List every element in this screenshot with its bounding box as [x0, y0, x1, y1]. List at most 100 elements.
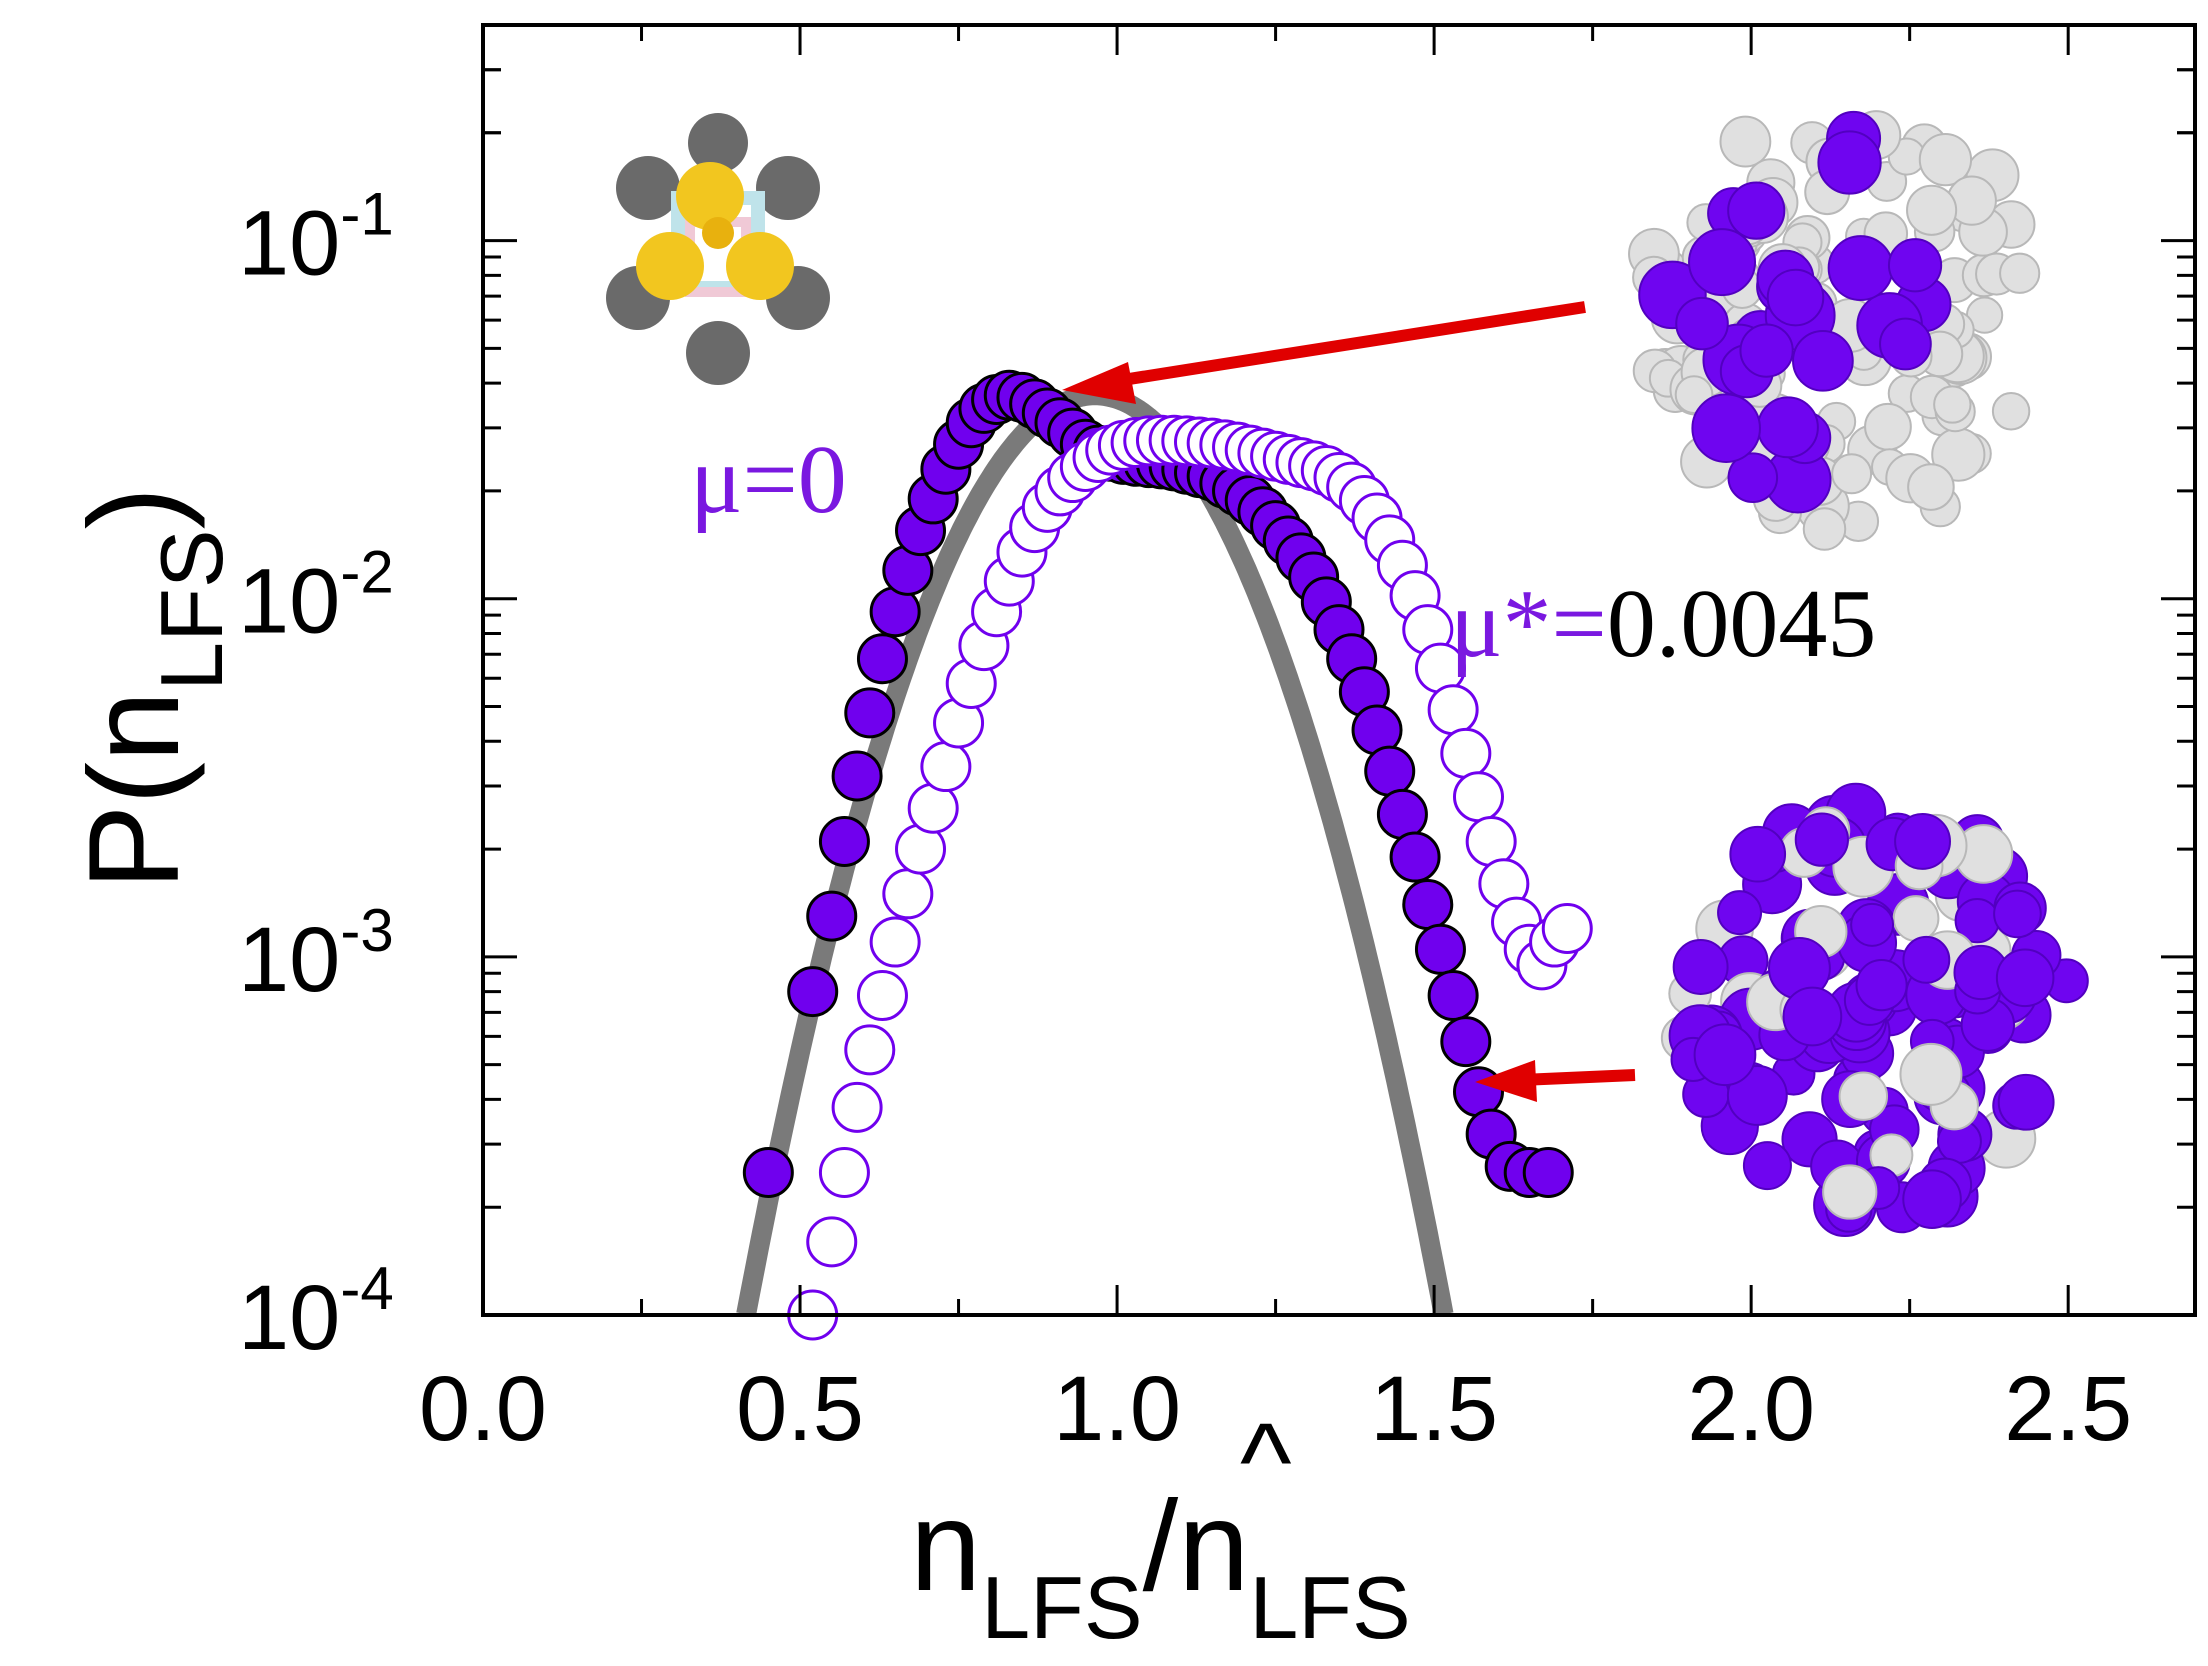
- gray-atom: [1838, 1071, 1889, 1121]
- x-tick-label: 1.0: [1053, 1358, 1181, 1460]
- yellow-atom: [702, 217, 734, 249]
- filled-data-point: [806, 890, 858, 942]
- open-data-point: [831, 1081, 883, 1133]
- y-tick-base: 10: [238, 551, 340, 653]
- gray-atom: [688, 113, 748, 173]
- mu-star-prefix: μ*=: [1450, 570, 1607, 678]
- filled-data-point: [742, 1146, 794, 1198]
- arrow-head-bottom: [1475, 1060, 1537, 1102]
- filled-data-point: [1522, 1146, 1574, 1198]
- purple-atom: [1887, 238, 1943, 293]
- open-data-point: [1541, 903, 1593, 955]
- purple-atom: [1894, 812, 1951, 870]
- purple-atom: [1693, 1023, 1757, 1087]
- x-axis-title-slash: /: [1143, 1475, 1179, 1618]
- purple-atom: [1756, 396, 1819, 459]
- gray-atom: [1831, 453, 1873, 495]
- cluster-molecule-inset: [606, 113, 836, 385]
- purple-atom: [1717, 890, 1763, 936]
- y-tick-base: 10: [238, 909, 340, 1011]
- cluster-inset-bottom: [1660, 782, 2089, 1238]
- x-tick-label: 2.0: [1687, 1358, 1815, 1460]
- open-data-point: [856, 970, 908, 1022]
- x-tick-label: 1.5: [1370, 1358, 1498, 1460]
- filled-data-point: [1440, 1016, 1492, 1068]
- y-tick-labels: 10-110-210-310-4: [238, 181, 394, 1369]
- purple-atom: [1902, 935, 1951, 984]
- gray-atom: [1864, 402, 1912, 451]
- y-axis-title-sub: LFS: [142, 529, 241, 690]
- filled-data-point: [844, 687, 896, 739]
- y-tick-base: 10: [238, 1267, 340, 1369]
- y-axis-title-main: P(n: [63, 691, 206, 890]
- y-tick-exponent: -2: [340, 539, 393, 606]
- gray-atom: [1999, 252, 2041, 294]
- open-data-point: [1440, 727, 1492, 779]
- filled-data-point: [1414, 923, 1466, 975]
- y-tick-label: 10-3: [238, 897, 394, 1011]
- purple-atom: [1902, 1169, 1962, 1229]
- x-tick-label: 0.5: [736, 1358, 864, 1460]
- mu-star-value: 0.0045: [1607, 570, 1877, 678]
- open-data-point: [806, 1216, 858, 1268]
- yellow-atom: [676, 162, 744, 230]
- open-series-layer: [787, 414, 1593, 1341]
- purple-atom: [1739, 323, 1794, 378]
- gray-atom: [1991, 392, 2031, 431]
- gray-atom: [1899, 1042, 1963, 1106]
- gray-atom: [1822, 1164, 1878, 1220]
- filled-data-point: [1364, 745, 1416, 797]
- open-data-point: [844, 1024, 896, 1076]
- x-tick-labels: 0.0 0.5 1.0 1.5 2.0 2.5: [419, 1358, 2132, 1460]
- arrow-shaft-bottom: [1519, 1069, 1636, 1086]
- purple-atom: [1675, 296, 1729, 351]
- open-data-point: [869, 916, 921, 968]
- y-tick-label: 10-1: [238, 181, 394, 295]
- purple-atom: [1726, 1065, 1788, 1126]
- y-axis-title: P(nLFS): [63, 487, 241, 890]
- gray-atom: [1719, 115, 1772, 168]
- mu-zero-label: μ=0: [690, 426, 847, 534]
- yellow-atom: [726, 232, 794, 300]
- x-axis-title-main: n: [910, 1475, 981, 1618]
- filled-data-point: [856, 633, 908, 685]
- open-data-point: [1452, 771, 1504, 823]
- gray-atom: [1918, 132, 1973, 187]
- mu-star-label: μ*=0.0045: [1450, 570, 1876, 678]
- x-tick-label: 0.0: [419, 1358, 547, 1460]
- x-axis-title-hat-mark: ^: [1240, 1401, 1292, 1524]
- purple-atom: [1993, 889, 2042, 939]
- gray-atom: [1907, 463, 1955, 511]
- x-axis-title-sub: LFS: [981, 1558, 1142, 1657]
- arrow-layer: [1062, 301, 1636, 1102]
- y-tick-exponent: -3: [340, 897, 393, 964]
- filled-data-point: [831, 750, 883, 802]
- gray-atom: [1933, 385, 1972, 424]
- purple-atom: [1879, 317, 1932, 371]
- purple-atom: [1827, 235, 1894, 302]
- x-tick-label: 2.5: [2004, 1358, 2132, 1460]
- open-data-point: [1465, 815, 1517, 867]
- gray-atom: [686, 321, 750, 385]
- purple-atom: [1766, 268, 1825, 327]
- plot-frame: [481, 23, 2197, 1317]
- filled-data-point: [787, 966, 839, 1018]
- gray-atom: [1802, 507, 1847, 551]
- x-axis-title-hat-sub: LFS: [1249, 1558, 1410, 1657]
- y-tick-label: 10-4: [238, 1255, 394, 1369]
- purple-atom: [1727, 452, 1779, 503]
- y-tick-label: 10-2: [238, 539, 394, 653]
- gray-atom: [1892, 895, 1940, 942]
- tick-marks: [481, 23, 2195, 1317]
- y-tick-exponent: -4: [340, 1255, 393, 1322]
- purple-atom: [1782, 986, 1843, 1047]
- x-axis-title: nLFS/nLFS: [910, 1475, 1411, 1657]
- purple-atom: [1995, 948, 2055, 1008]
- open-data-point: [818, 1146, 870, 1198]
- gray-atom: [756, 156, 820, 220]
- gray-atom: [616, 156, 680, 220]
- purple-atom: [1997, 1073, 2055, 1131]
- filled-data-point: [1389, 831, 1441, 883]
- arrow-shaft-top: [1109, 301, 1586, 388]
